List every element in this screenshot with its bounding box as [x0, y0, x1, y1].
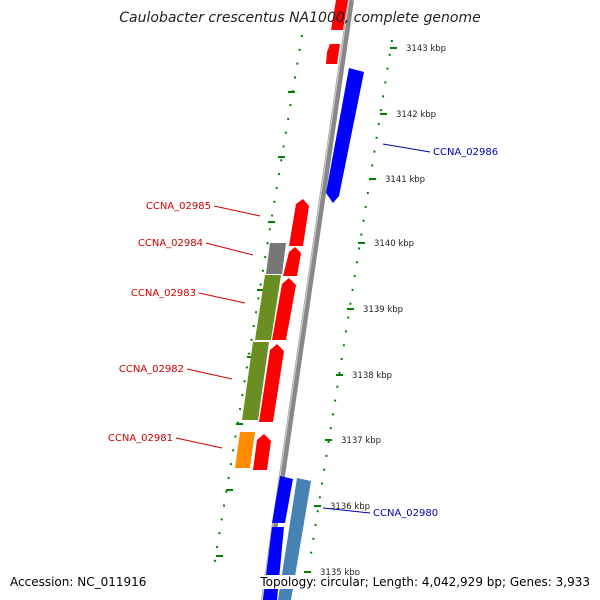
gene-leader-line [322, 507, 371, 514]
gc-bars [235, 243, 286, 468]
tick-label: 3140 kbp [374, 239, 414, 249]
tick-label: 3138 kbp [352, 371, 392, 381]
cds-forward-top-1 [331, 0, 348, 30]
gene-label-reverse[interactable]: CCNA_02980 [373, 508, 438, 519]
gene-leader-line [382, 143, 431, 153]
gc-bar-orange [235, 432, 255, 468]
cds-forward-02984 [283, 247, 301, 276]
topology-label: Topology: circular; Length: 4,042,929 bp… [258, 575, 592, 589]
gc-bar-olive-2 [242, 342, 269, 420]
tick-label: 3142 kbp [396, 110, 436, 120]
gene-label-reverse[interactable]: CCNA_02986 [433, 147, 498, 158]
forward-cds-arrows [253, 0, 348, 470]
tick-label: 3141 kbp [385, 175, 425, 185]
cds-forward-02985 [289, 199, 309, 246]
tick-label: 3139 kbp [363, 305, 403, 315]
gene-leader-line [186, 368, 233, 380]
cds-reverse-light [278, 478, 311, 600]
accession-label: Accession: NC_011916 [8, 575, 149, 589]
gc-bar-grey [266, 243, 286, 274]
tick-label: 3136 kbp [330, 502, 370, 512]
gene-label-forward[interactable]: CCNA_02985 [146, 201, 211, 212]
gene-leader-line [175, 437, 223, 449]
cds-forward-02982 [259, 344, 284, 422]
tick-label: 3143 kbp [406, 44, 446, 54]
cds-reverse-02980 [272, 476, 293, 523]
gc-bar-olive-1 [255, 275, 281, 340]
gene-label-forward[interactable]: CCNA_02983 [131, 288, 196, 299]
gene-leader-line [205, 242, 254, 256]
gene-label-forward[interactable]: CCNA_02981 [108, 433, 173, 444]
map-title: Caulobacter crescentus NA1000, complete … [119, 10, 481, 26]
gene-label-forward[interactable]: CCNA_02984 [138, 238, 203, 249]
gene-leader-line [198, 292, 246, 304]
cds-forward-top-2 [326, 44, 340, 64]
left-guide-dashes [216, 91, 295, 557]
tick-labels: 3143 kbp 3142 kbp 3141 kbp 3140 kbp 3139 kbp… [304, 44, 446, 578]
tick-label: 3135 kbp [320, 568, 360, 578]
tick-label: 3137 kbp [341, 436, 381, 446]
cds-reverse-02986 [326, 68, 364, 203]
cds-forward-02981 [253, 434, 271, 470]
gene-leader-line [213, 205, 261, 217]
cds-forward-02983 [272, 278, 296, 340]
gene-label-forward[interactable]: CCNA_02982 [119, 364, 184, 375]
gene-labels: CCNA_02985 CCNA_02984 CCNA_02983 CCNA_02982… [108, 143, 498, 519]
